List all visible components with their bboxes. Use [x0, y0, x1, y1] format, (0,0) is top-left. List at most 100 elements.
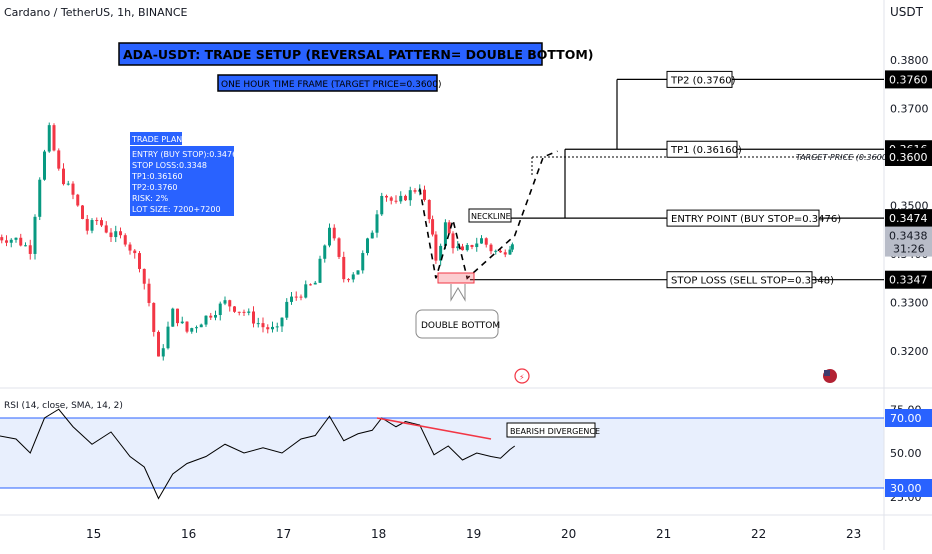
candle-body — [228, 300, 232, 307]
candle-body — [332, 227, 336, 239]
candle-body — [434, 234, 438, 261]
candle-body — [394, 200, 398, 202]
price-tag-text: 0.3347 — [889, 274, 928, 287]
candle-body — [142, 268, 146, 284]
candle-body — [431, 219, 435, 235]
candle-body — [218, 303, 222, 316]
price-tick-label: 0.3300 — [890, 297, 929, 310]
candle-body — [304, 284, 308, 298]
candle-body — [147, 283, 151, 303]
candle-body — [256, 323, 260, 325]
candle-body — [66, 183, 70, 185]
price-tag-text: 0.3760 — [889, 73, 928, 86]
candle-body — [275, 326, 279, 328]
tp1-box — [666, 140, 738, 158]
candle-body — [423, 189, 426, 200]
trade-plan-line: STOP LOSS:0.3348 — [132, 161, 207, 170]
candle-body — [195, 327, 198, 329]
double-bottom-label: DOUBLE BOTTOM — [421, 321, 500, 331]
candle-body — [366, 238, 369, 254]
candle-body — [176, 308, 179, 324]
divergence-label: BEARISH DIVERGENCE — [510, 427, 600, 436]
price-tag-text: 0.3438 — [889, 230, 928, 243]
candle-body — [313, 282, 317, 285]
candle-body — [337, 238, 341, 257]
price-tag — [885, 226, 932, 257]
candle-body — [342, 256, 346, 280]
candle-body — [95, 220, 99, 222]
subtitle-banner-text: ONE HOUR TIME FRAME (TARGET PRICE=0.3600… — [221, 80, 442, 90]
title-banner-text: ADA-USDT: TRADE SETUP (REVERSAL PATTERN=… — [123, 47, 593, 62]
time-tick-label: 15 — [86, 527, 101, 541]
symbol-title: Cardano / TetherUS, 1h, BINANCE — [4, 6, 188, 19]
rsi-line — [0, 408, 516, 500]
price-tag — [885, 270, 932, 289]
candle-body — [443, 222, 447, 246]
candle-body — [328, 227, 331, 246]
rsi-tick-label: 50.00 — [890, 447, 922, 460]
price-tag-text: 0.3474 — [889, 212, 928, 225]
tp2-box — [666, 70, 733, 88]
time-tick-label: 21 — [656, 527, 671, 541]
time-tick-label: 18 — [371, 527, 386, 541]
candle-body — [104, 225, 108, 233]
price-tag-text: 0.3600 — [889, 151, 928, 164]
candle-body — [347, 279, 350, 281]
candle-body — [385, 195, 388, 198]
candle-body — [499, 250, 502, 253]
candle-body — [439, 245, 443, 261]
candle-body — [413, 190, 417, 192]
candle-body — [133, 250, 137, 254]
candle-body — [323, 245, 327, 259]
rsi-band-tag — [885, 479, 932, 497]
candle-body — [266, 327, 270, 330]
candle-body — [237, 311, 241, 313]
time-tick-label: 16 — [181, 527, 196, 541]
candle-body — [76, 194, 80, 206]
target-price-label: TARGET PRICE (0.3600) — [796, 153, 890, 162]
candle-body — [351, 274, 355, 280]
candle-body — [375, 214, 379, 233]
rsi-band-tag — [885, 409, 932, 427]
price-tick-label: 0.3700 — [890, 103, 929, 116]
rsi-band-fill — [0, 418, 884, 488]
candle-body — [214, 315, 217, 318]
rsi-band-tag-text: 30.00 — [890, 482, 922, 495]
candle-body — [5, 240, 8, 243]
candle-body — [185, 321, 189, 332]
tp1-label: TP1 (0.36160) — [670, 145, 742, 156]
candle-body — [209, 315, 213, 318]
entry-box — [666, 209, 820, 227]
lightning-event-icon[interactable] — [514, 368, 530, 384]
candle-body — [233, 306, 236, 312]
candle-body — [123, 235, 127, 245]
stoploss-box — [666, 271, 813, 289]
price-tick-label: 0.3800 — [890, 54, 929, 67]
price-tick-label: 0.3200 — [890, 345, 929, 358]
divergence-line — [376, 417, 492, 440]
candle-body — [47, 125, 51, 152]
candle-body — [14, 237, 18, 240]
rsi-label: RSI (14, close, SMA, 14, 2) — [4, 401, 123, 411]
candle-body — [161, 348, 165, 357]
candle-body — [38, 179, 42, 217]
candle-body — [242, 311, 246, 313]
time-tick-label: 23 — [846, 527, 861, 541]
candle-body — [451, 233, 455, 249]
time-tick-label: 22 — [751, 527, 766, 541]
candle-body — [399, 195, 403, 202]
candle-body — [166, 326, 170, 349]
neckline-box — [468, 208, 512, 223]
candle-body — [356, 270, 360, 275]
candle-body — [100, 220, 103, 226]
candle-body — [489, 244, 493, 252]
trade-plan-line: TP2:0.3760 — [131, 183, 178, 192]
countdown-text: 31:26 — [893, 243, 925, 256]
candle-body — [456, 246, 460, 249]
candle-body — [361, 253, 365, 271]
trade-plan-line: RISK: 2% — [132, 194, 169, 203]
candle-body — [475, 243, 479, 248]
candle-body — [33, 216, 37, 254]
candle-body — [484, 238, 488, 245]
